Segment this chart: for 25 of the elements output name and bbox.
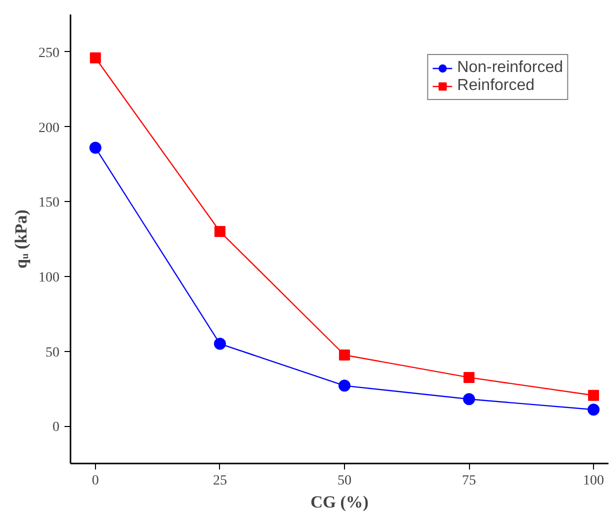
point xyxy=(464,372,475,383)
point xyxy=(214,226,226,238)
point xyxy=(463,393,476,406)
y-axis-title: qᵤ (kPa) xyxy=(12,210,30,268)
y-tick-label: 50 xyxy=(46,345,60,360)
point xyxy=(338,380,350,392)
y-tick-label: 0 xyxy=(52,420,60,436)
legend-label: Non-reinforced xyxy=(457,59,563,77)
x-tick-label: 25 xyxy=(212,474,227,488)
x-tick-label: 50 xyxy=(337,474,352,488)
point xyxy=(90,52,101,64)
x-tick-label: 0 xyxy=(92,474,99,488)
x-tick-label: 75 xyxy=(462,474,476,488)
x-tick-label: 100 xyxy=(583,474,604,488)
legend-label: Reinforced xyxy=(457,77,535,95)
x-axis-title: CG (%) xyxy=(310,492,369,512)
y-tick-label: 150 xyxy=(38,196,60,211)
y-tick-label: 200 xyxy=(38,120,60,136)
point xyxy=(588,404,600,416)
point xyxy=(214,338,226,350)
point xyxy=(89,142,102,154)
y-tick-label: 100 xyxy=(38,270,60,286)
y-tick-label: 250 xyxy=(38,46,60,61)
point xyxy=(588,390,600,401)
point xyxy=(338,349,350,360)
